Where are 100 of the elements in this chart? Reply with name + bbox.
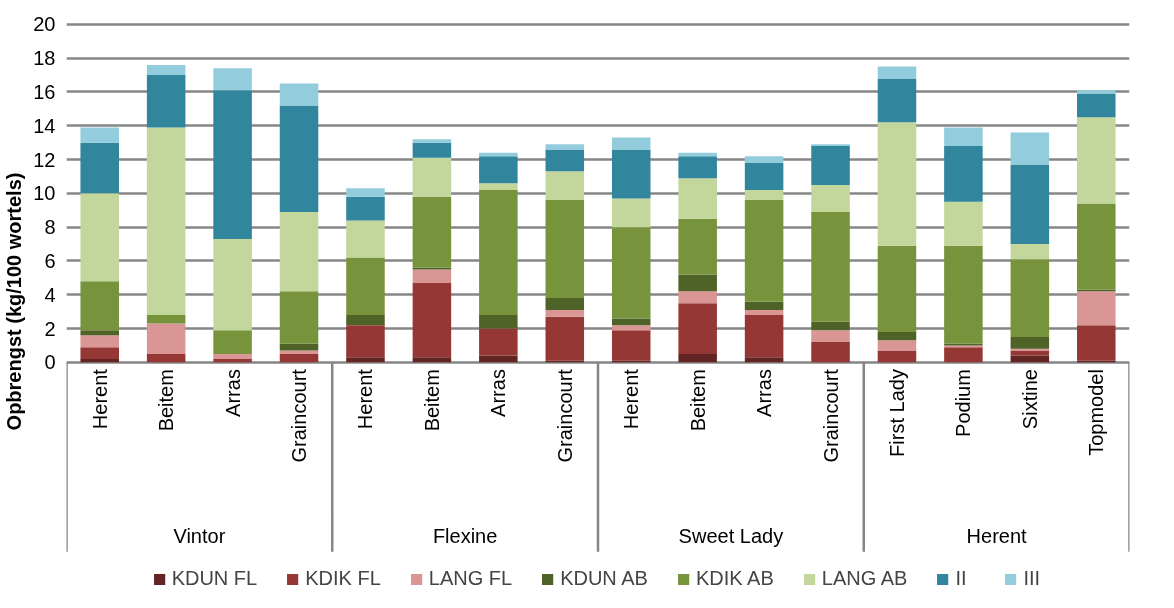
bar [545, 298, 585, 310]
x-tick-label: Herent [88, 368, 111, 430]
text: Herent [966, 525, 1028, 548]
bar [213, 90, 252, 239]
bar [1077, 117, 1116, 204]
bar [1077, 325, 1116, 361]
bar [412, 269, 452, 283]
x-tick-label: Arras [753, 369, 776, 417]
bar [877, 66, 917, 79]
bar [80, 142, 119, 194]
x-tick-label: Arras [487, 369, 510, 417]
bar [1010, 259, 1050, 337]
legend-label: LANG AB [821, 567, 908, 590]
bar [80, 281, 119, 331]
y-tick-label: 14 [33, 114, 56, 137]
bar [1010, 164, 1050, 245]
y-tick-label: 8 [44, 216, 56, 239]
bar [279, 353, 319, 363]
bar [279, 211, 319, 292]
bar [346, 220, 385, 258]
x-tick-label: Graincourt [819, 368, 842, 463]
bar [146, 315, 186, 324]
y-tick-label: 2 [44, 317, 56, 340]
y-tick-label: 4 [44, 283, 56, 306]
bar [346, 315, 385, 326]
x-tick-label: Beitem [155, 369, 178, 432]
y-tick-label: 6 [44, 249, 56, 272]
bar [744, 315, 784, 358]
bar [1010, 336, 1050, 349]
x-tick-label: Graincourt [553, 368, 576, 463]
x-tick-label: Graincourt [288, 368, 311, 463]
bar [213, 68, 252, 91]
bar [479, 152, 518, 157]
bar [611, 198, 651, 228]
bar [744, 309, 784, 316]
x-tick-label: Sixtine [1018, 369, 1041, 430]
y-tick-label: 16 [33, 80, 56, 103]
bar [80, 193, 119, 282]
text: Sweet Lady [678, 525, 784, 548]
y-tick-label: 20 [33, 13, 56, 36]
bar [479, 355, 518, 363]
bar [678, 303, 717, 354]
bar [346, 257, 385, 316]
bar [678, 218, 717, 275]
x-tick-label: Arras [221, 369, 244, 417]
bar [811, 211, 850, 322]
legend-label: KDIK AB [695, 567, 774, 590]
bar [213, 330, 252, 354]
bar [877, 245, 917, 332]
bar [545, 171, 585, 201]
bar [146, 353, 186, 363]
bar [146, 323, 186, 354]
bar [146, 127, 186, 316]
bar [877, 122, 917, 246]
bar [744, 162, 784, 190]
bar [479, 183, 518, 190]
bar [877, 340, 917, 351]
bar [412, 142, 452, 158]
bar [877, 78, 917, 123]
y-tick-label: 18 [33, 47, 56, 70]
bar [877, 331, 917, 341]
bar [279, 83, 319, 106]
bar [744, 189, 784, 201]
x-tick-label: Herent [620, 368, 643, 430]
bar [213, 358, 252, 363]
bar [678, 156, 717, 179]
bar [80, 127, 119, 143]
bar [213, 238, 252, 331]
legend-label: KDUN AB [560, 567, 648, 590]
bar [944, 127, 983, 147]
bar [744, 357, 784, 363]
bar [944, 245, 983, 344]
bar [811, 146, 850, 185]
bar [678, 274, 717, 292]
bar [744, 301, 784, 310]
y-tick-label: 12 [33, 148, 56, 171]
bar [811, 330, 850, 343]
bar [412, 357, 452, 363]
bar [80, 347, 119, 359]
x-tick-label: Beitem [686, 369, 709, 432]
bar [678, 353, 717, 363]
bar [1077, 90, 1116, 94]
bar [744, 200, 784, 302]
y-tick-label: 10 [33, 182, 56, 205]
bar [877, 350, 917, 363]
bar [279, 105, 319, 212]
legend-label: III [1023, 567, 1042, 590]
legend-label: II [955, 567, 968, 590]
bar [811, 184, 850, 212]
bar [146, 64, 186, 76]
bar [213, 353, 252, 359]
x-tick-label: First Lady [885, 369, 908, 457]
bar [811, 342, 850, 363]
legend-label: LANG FL [428, 567, 513, 590]
bar [611, 318, 651, 326]
bar [479, 156, 518, 184]
bar [1077, 203, 1116, 290]
x-tick-label: Topmodel [1085, 369, 1108, 456]
bar [811, 321, 850, 331]
bar [611, 227, 651, 319]
